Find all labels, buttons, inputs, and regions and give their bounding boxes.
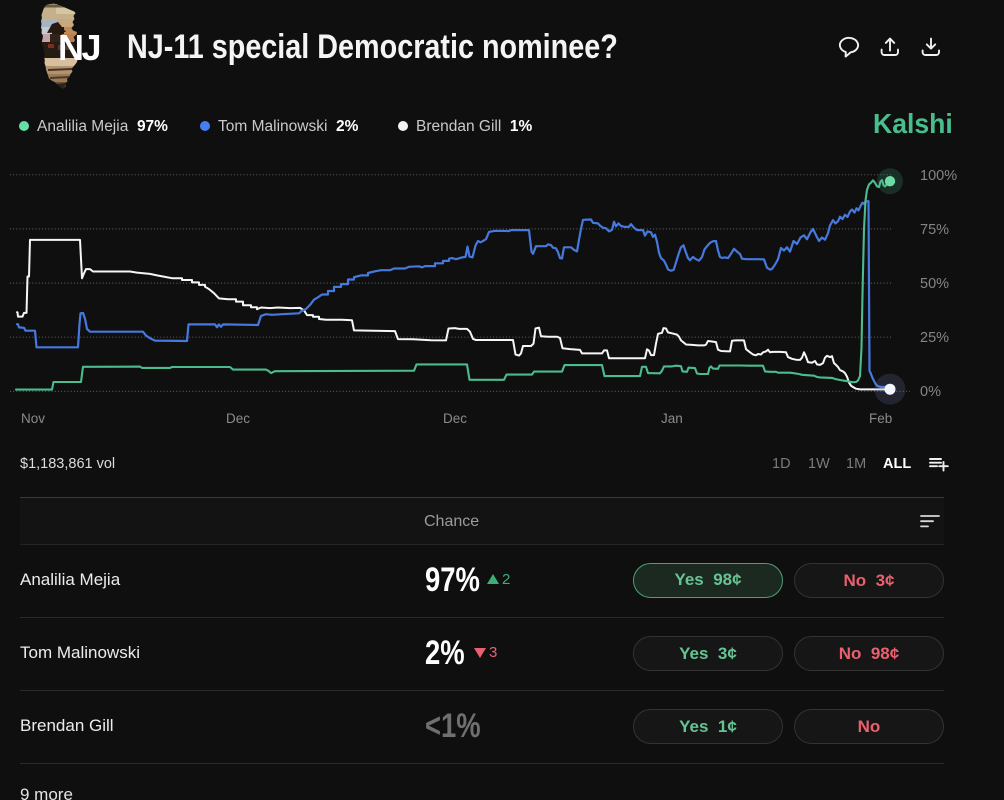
- svg-text:Dec: Dec: [226, 411, 250, 426]
- svg-text:0%: 0%: [920, 384, 941, 400]
- svg-text:Dec: Dec: [443, 411, 467, 426]
- svg-text:25%: 25%: [920, 330, 949, 346]
- svg-text:Jan: Jan: [661, 411, 683, 426]
- svg-text:50%: 50%: [920, 276, 949, 292]
- svg-text:75%: 75%: [920, 222, 949, 238]
- svg-text:Feb: Feb: [869, 411, 892, 426]
- svg-text:Nov: Nov: [21, 411, 45, 426]
- svg-text:100%: 100%: [920, 168, 957, 184]
